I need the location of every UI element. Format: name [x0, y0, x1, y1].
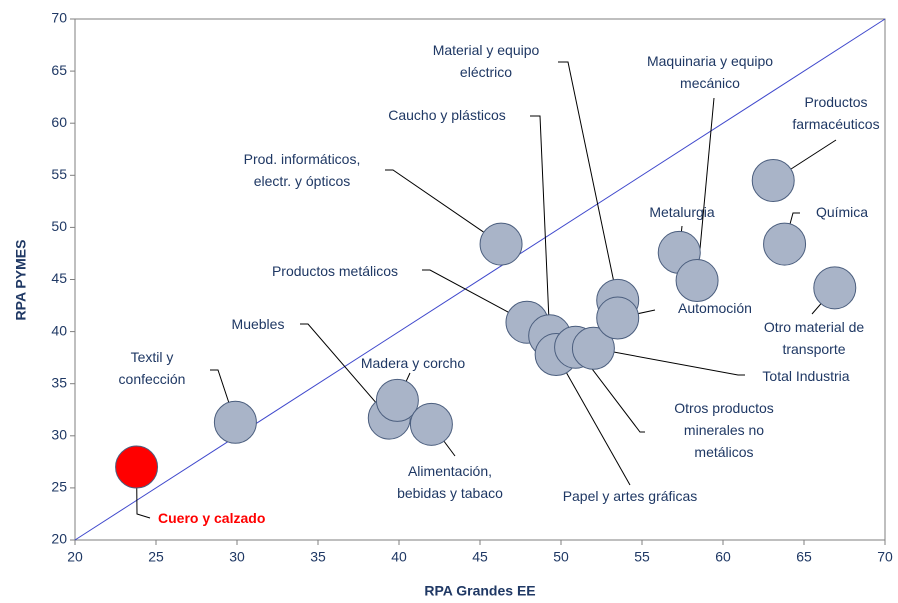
points — [115, 159, 857, 489]
x-tick-label: 25 — [148, 549, 164, 565]
y-tick-label: 60 — [51, 114, 67, 130]
label-line: metálicos — [694, 444, 753, 460]
leader-line — [575, 346, 645, 433]
y-tick-label: 40 — [51, 322, 67, 338]
label-line: Otros productos — [674, 400, 774, 416]
x-axis-label: RPA Grandes EE — [424, 583, 535, 599]
point-label: Muebles — [232, 316, 285, 332]
label-line: Alimentación, — [408, 463, 492, 479]
x-tick-label: 20 — [67, 549, 83, 565]
leader-line — [385, 169, 502, 245]
y-tick-label: 70 — [51, 10, 67, 26]
x-tick-label: 40 — [391, 549, 407, 565]
label-line: eléctrico — [460, 64, 512, 80]
label-line: minerales no — [684, 422, 764, 438]
point-label: Material y equipo eléctrico — [433, 42, 540, 80]
label-line: Madera y corcho — [361, 355, 465, 371]
label-line: Otro material de — [764, 319, 865, 335]
label-line: Cuero y calzado — [158, 510, 265, 526]
x-tick-label: 55 — [634, 549, 650, 565]
label-line: Productos metálicos — [272, 263, 398, 279]
label-line: Caucho y plásticos — [388, 107, 506, 123]
y-tick-label: 45 — [51, 270, 67, 286]
x-tick-label: 45 — [472, 549, 488, 565]
x-tick-label: 30 — [229, 549, 245, 565]
label-line: Material y equipo — [433, 42, 540, 58]
label-line: Prod. informáticos, — [244, 151, 361, 167]
bubble — [213, 400, 257, 444]
point-label: Otro material de transporte — [764, 319, 865, 357]
label-line: farmacéuticos — [792, 116, 879, 132]
y-axis-label: RPA PYMES — [13, 240, 29, 321]
y-tick-label: 25 — [51, 479, 67, 495]
label-line: Automoción — [678, 300, 752, 316]
point-label: Papel y artes gráficas — [563, 488, 698, 504]
diagonal-line — [74, 18, 886, 541]
point-label: Caucho y plásticos — [388, 107, 506, 123]
bubble — [571, 326, 615, 370]
point-label: Productos metálicos — [272, 263, 398, 279]
point-label: Alimentación, bebidas y tabaco — [397, 463, 503, 501]
leader-line — [593, 347, 745, 376]
bubble — [409, 402, 453, 446]
label-line: confección — [119, 371, 186, 387]
x-tick-label: 65 — [796, 549, 812, 565]
label-line: Papel y artes gráficas — [563, 488, 698, 504]
y-tick-label: 35 — [51, 374, 67, 390]
leader-line — [300, 323, 390, 419]
bubble — [596, 296, 640, 340]
leader-line — [530, 115, 551, 336]
point-label: Productos farmacéuticos — [792, 94, 879, 132]
leader-line — [422, 269, 528, 323]
point-label: Madera y corcho — [361, 355, 465, 371]
x-tick-label: 70 — [877, 549, 893, 565]
point-label: Textil y confección — [119, 349, 186, 387]
bubble — [479, 222, 523, 266]
label-line: bebidas y tabaco — [397, 485, 503, 501]
label-line: Maquinaria y equipo — [647, 53, 773, 69]
point-label: Química — [816, 204, 868, 220]
point-label: Prod. informáticos, electr. y ópticos — [244, 151, 361, 189]
label-line: Textil y — [131, 349, 174, 365]
x-tick-label: 60 — [715, 549, 731, 565]
bubble — [675, 259, 719, 303]
y-tick-label: 65 — [51, 62, 67, 78]
y-tick-label: 55 — [51, 166, 67, 182]
point-label: Otros productos minerales no metálicos — [674, 400, 774, 460]
point-label: Metalurgia — [649, 204, 715, 220]
label-line: electr. y ópticos — [254, 173, 351, 189]
label-line: Química — [816, 204, 868, 220]
point-label: Automoción — [678, 300, 752, 316]
bubble — [375, 378, 419, 422]
labels: Cuero y calzado Textil y confección Muebles… — [119, 42, 880, 526]
label-line: mecánico — [680, 75, 740, 91]
point-label: Cuero y calzado — [158, 510, 265, 526]
label-line: transporte — [782, 341, 845, 357]
y-tick-label: 30 — [51, 427, 67, 443]
bubble — [813, 266, 857, 310]
label-line: Muebles — [232, 316, 285, 332]
x-tick-label: 50 — [553, 549, 569, 565]
bubble — [763, 222, 807, 266]
label-line: Productos — [804, 94, 867, 110]
y-tick-label: 20 — [51, 531, 67, 547]
label-line: Metalurgia — [649, 204, 715, 220]
point-label: Total Industria — [762, 368, 849, 384]
y-tick-label: 50 — [51, 218, 67, 234]
leader-line — [555, 354, 631, 486]
point-label: Maquinaria y equipo mecánico — [647, 53, 773, 91]
label-line: Total Industria — [762, 368, 849, 384]
bubble — [751, 159, 795, 203]
x-tick-label: 35 — [310, 549, 326, 565]
leader-line — [558, 61, 619, 301]
bubble — [115, 445, 159, 489]
